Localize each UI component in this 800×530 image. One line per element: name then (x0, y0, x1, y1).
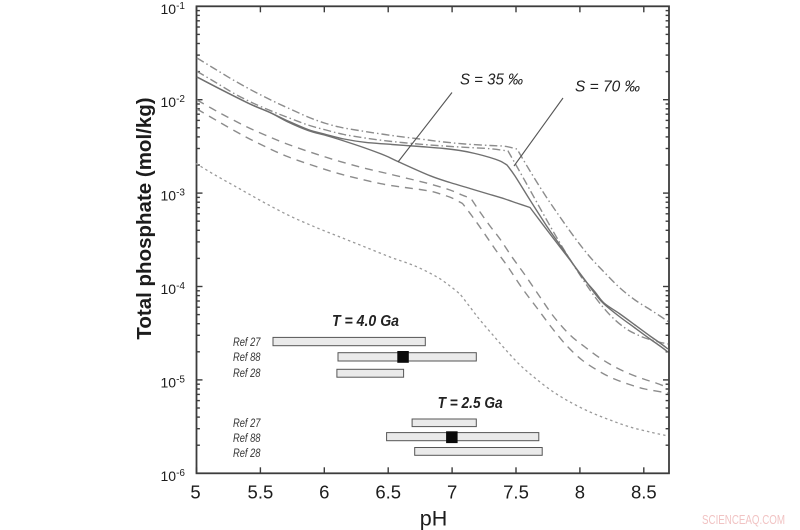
svg-text:S = 70 ‰: S = 70 ‰ (575, 79, 640, 96)
svg-text:7: 7 (447, 482, 457, 503)
svg-text:10-1: 10-1 (161, 1, 186, 17)
svg-text:S = 35 ‰: S = 35 ‰ (460, 72, 523, 89)
svg-text:8: 8 (575, 482, 585, 503)
svg-text:Ref 27: Ref 27 (233, 418, 261, 430)
svg-text:10-6: 10-6 (161, 468, 186, 484)
svg-text:6.5: 6.5 (375, 482, 401, 503)
svg-text:Ref 88: Ref 88 (233, 352, 261, 364)
svg-text:SCIENCEAQ.COM: SCIENCEAQ.COM (702, 513, 785, 527)
svg-text:Ref 27: Ref 27 (233, 337, 261, 349)
svg-text:10-5: 10-5 (161, 374, 186, 390)
svg-text:Ref 88: Ref 88 (233, 433, 261, 445)
svg-text:7.5: 7.5 (503, 482, 529, 503)
svg-text:10-2: 10-2 (161, 94, 186, 110)
svg-text:5.5: 5.5 (248, 482, 274, 503)
svg-text:T = 2.5 Ga: T = 2.5 Ga (438, 395, 503, 412)
svg-text:T = 4.0 Ga: T = 4.0 Ga (332, 313, 399, 330)
svg-text:6: 6 (319, 482, 329, 503)
svg-text:5: 5 (190, 482, 200, 503)
svg-text:Ref 28: Ref 28 (233, 368, 261, 380)
svg-text:10-4: 10-4 (161, 281, 186, 297)
svg-text:Total phosphate (mol/kg): Total phosphate (mol/kg) (133, 97, 156, 339)
svg-text:Ref 28: Ref 28 (233, 448, 261, 460)
svg-text:pH: pH (420, 507, 447, 530)
svg-text:10-3: 10-3 (161, 188, 186, 204)
svg-text:8.5: 8.5 (631, 482, 657, 503)
